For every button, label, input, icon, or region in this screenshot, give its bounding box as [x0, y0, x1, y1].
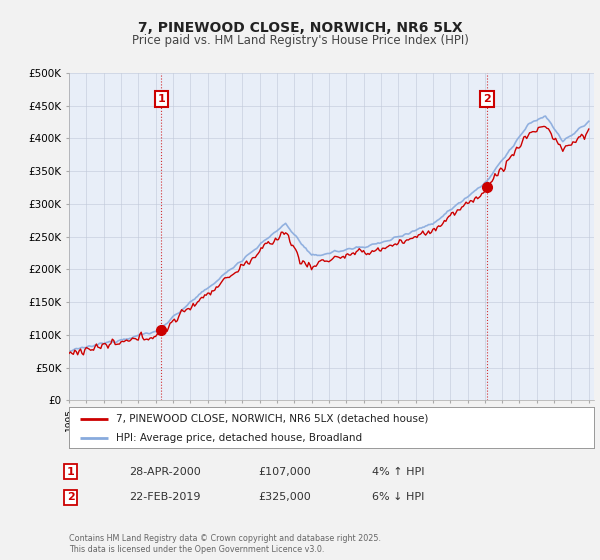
Text: 28-APR-2000: 28-APR-2000: [129, 466, 201, 477]
Text: 6% ↓ HPI: 6% ↓ HPI: [372, 492, 424, 502]
Text: 7, PINEWOOD CLOSE, NORWICH, NR6 5LX (detached house): 7, PINEWOOD CLOSE, NORWICH, NR6 5LX (det…: [116, 414, 428, 423]
Text: 2: 2: [483, 94, 491, 104]
Text: HPI: Average price, detached house, Broadland: HPI: Average price, detached house, Broa…: [116, 433, 362, 443]
Text: £107,000: £107,000: [258, 466, 311, 477]
Text: 1: 1: [157, 94, 165, 104]
Text: Price paid vs. HM Land Registry's House Price Index (HPI): Price paid vs. HM Land Registry's House …: [131, 34, 469, 46]
Text: 22-FEB-2019: 22-FEB-2019: [129, 492, 200, 502]
Text: 1: 1: [67, 466, 74, 477]
Text: Contains HM Land Registry data © Crown copyright and database right 2025.
This d: Contains HM Land Registry data © Crown c…: [69, 534, 381, 554]
Text: 2: 2: [67, 492, 74, 502]
Text: 4% ↑ HPI: 4% ↑ HPI: [372, 466, 425, 477]
Text: 7, PINEWOOD CLOSE, NORWICH, NR6 5LX: 7, PINEWOOD CLOSE, NORWICH, NR6 5LX: [137, 21, 463, 35]
Text: £325,000: £325,000: [258, 492, 311, 502]
